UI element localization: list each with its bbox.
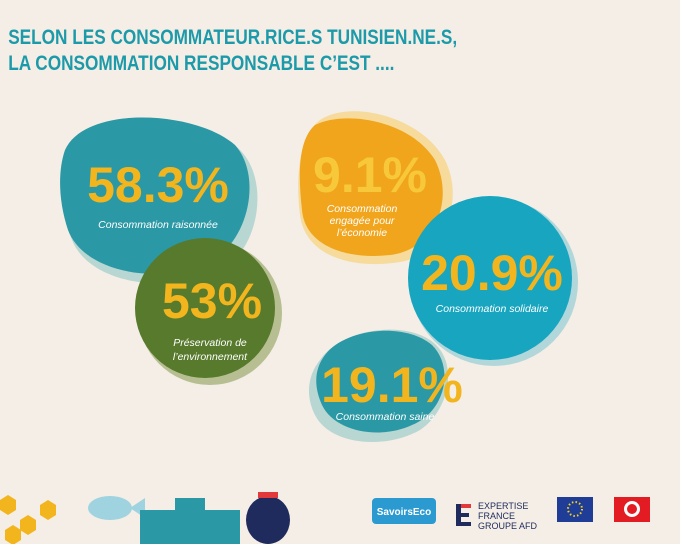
- item-label: l’environnement: [173, 351, 248, 363]
- percentage: 53%: [162, 273, 262, 329]
- logo-text: SavoirsEco: [377, 507, 431, 518]
- title: SELON LES CONSOMMATEUR.RICE.S TUNISIEN.N…: [8, 27, 457, 76]
- item-label: Consommation: [327, 203, 398, 215]
- title-line: LA CONSOMMATION RESPONSABLE C’EST ....: [8, 53, 394, 76]
- item-label: l’économie: [337, 227, 387, 239]
- item-label: engagée pour: [330, 215, 395, 227]
- blob: [299, 118, 443, 256]
- percentage: 9.1%: [313, 147, 427, 203]
- item-label: Consommation raisonnée: [98, 219, 218, 231]
- logo-text: GROUPE AFD: [478, 521, 538, 531]
- percentage: 20.9%: [421, 245, 563, 301]
- title-line: SELON LES CONSOMMATEUR.RICE.S TUNISIEN.N…: [8, 27, 457, 50]
- blob: [316, 330, 445, 433]
- item-label: Consommation solidaire: [436, 303, 549, 315]
- blob: [135, 238, 275, 378]
- item-label: Consommation saine: [336, 411, 435, 423]
- percentage: 58.3%: [87, 157, 229, 213]
- logo-text: EXPERTISE: [478, 501, 528, 511]
- blob: [60, 117, 250, 274]
- blob: [408, 196, 572, 360]
- percentage: 19.1%: [321, 357, 463, 413]
- decoration: [0, 492, 290, 544]
- logos: SavoirsEco EXPERTISE FRANCE GROUPE AFD: [372, 497, 650, 531]
- item-label: Préservation de: [173, 337, 247, 349]
- logo-text: FRANCE: [478, 511, 515, 521]
